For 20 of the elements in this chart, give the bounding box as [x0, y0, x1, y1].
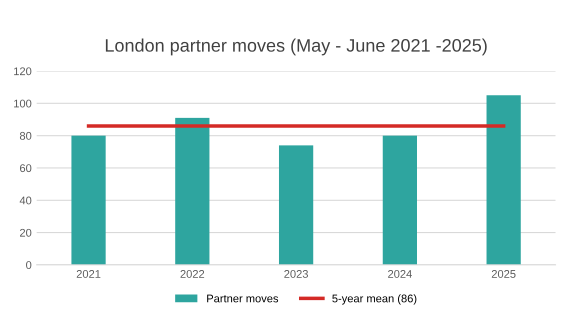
legend-label: 5-year mean (86) — [332, 294, 416, 305]
x-tick-label: 2024 — [388, 270, 412, 278]
y-tick-label: 100 — [14, 100, 32, 108]
y-tick-label: 20 — [20, 228, 32, 237]
y-tick-label: 40 — [20, 196, 32, 204]
y-tick-label: 120 — [14, 67, 32, 76]
bar — [382, 136, 417, 265]
y-tick-label: 0 — [26, 261, 32, 269]
y-tick-label: 60 — [20, 164, 32, 172]
legend-label: Partner moves — [207, 294, 278, 302]
x-tick-label: 2025 — [492, 270, 516, 278]
bar — [71, 136, 106, 265]
bar — [278, 145, 314, 265]
chart-title: London partner moves (May - June 2021 -2025) — [106, 38, 487, 56]
x-tick-label: 2022 — [180, 270, 204, 278]
x-tick-label: 2021 — [76, 270, 100, 278]
y-tick-label: 80 — [20, 132, 32, 140]
bar — [175, 118, 210, 265]
bar — [486, 95, 521, 265]
x-tick-label: 2023 — [284, 270, 308, 278]
